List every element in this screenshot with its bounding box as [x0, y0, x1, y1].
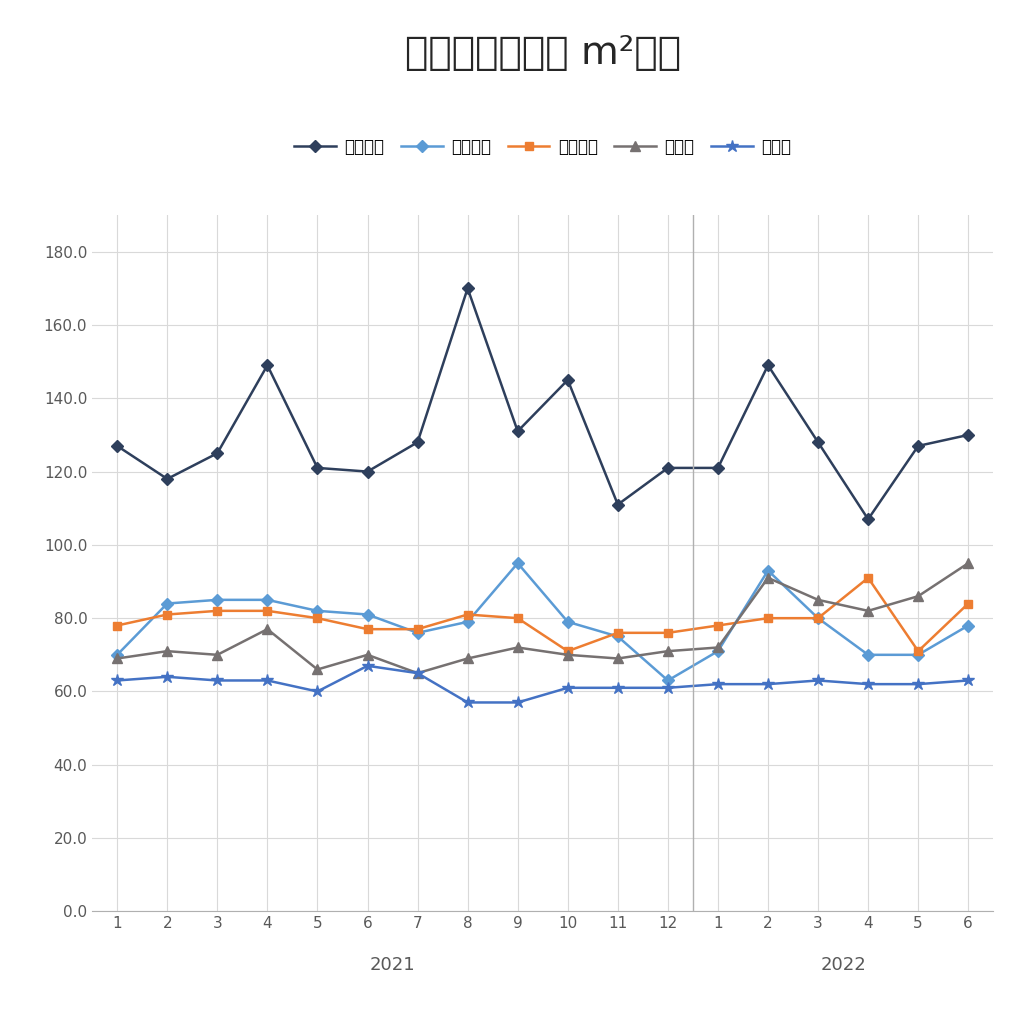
Legend: 東京区部, 東京都下, 神奈川県, 埼玉県, 千葉県: 東京区部, 東京都下, 神奈川県, 埼玉県, 千葉県 [288, 131, 798, 163]
Text: 2022: 2022 [820, 955, 866, 974]
Text: 新築マンション m²単価: 新築マンション m²単価 [404, 34, 681, 72]
Text: 2021: 2021 [370, 955, 416, 974]
